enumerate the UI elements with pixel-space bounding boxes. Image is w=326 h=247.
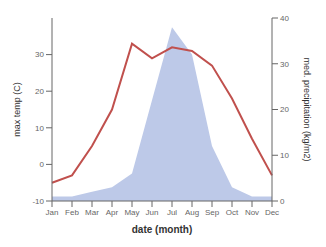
svg-text:-10: -10 — [32, 197, 44, 206]
svg-text:max temp (C): max temp (C) — [12, 82, 22, 137]
svg-text:20: 20 — [35, 87, 44, 96]
svg-text:Jan: Jan — [46, 208, 59, 217]
svg-text:med. precipitation (kg/m2): med. precipitation (kg/m2) — [302, 57, 312, 161]
svg-text:40: 40 — [280, 14, 289, 23]
svg-text:Sep: Sep — [205, 208, 220, 217]
svg-text:0: 0 — [280, 197, 285, 206]
svg-text:Apr: Apr — [106, 208, 119, 217]
svg-text:Oct: Oct — [226, 208, 239, 217]
svg-text:30: 30 — [280, 60, 289, 69]
svg-text:Nov: Nov — [245, 208, 259, 217]
svg-text:date (month): date (month) — [132, 224, 193, 235]
svg-text:10: 10 — [280, 151, 289, 160]
svg-text:20: 20 — [280, 105, 289, 114]
svg-text:Aug: Aug — [185, 208, 199, 217]
svg-text:Dec: Dec — [265, 208, 279, 217]
svg-text:30: 30 — [35, 50, 44, 59]
svg-text:0: 0 — [40, 160, 45, 169]
svg-text:Mar: Mar — [85, 208, 99, 217]
svg-text:Jul: Jul — [167, 208, 177, 217]
svg-text:10: 10 — [35, 124, 44, 133]
svg-text:Feb: Feb — [65, 208, 79, 217]
svg-text:May: May — [124, 208, 139, 217]
svg-text:Jun: Jun — [146, 208, 159, 217]
